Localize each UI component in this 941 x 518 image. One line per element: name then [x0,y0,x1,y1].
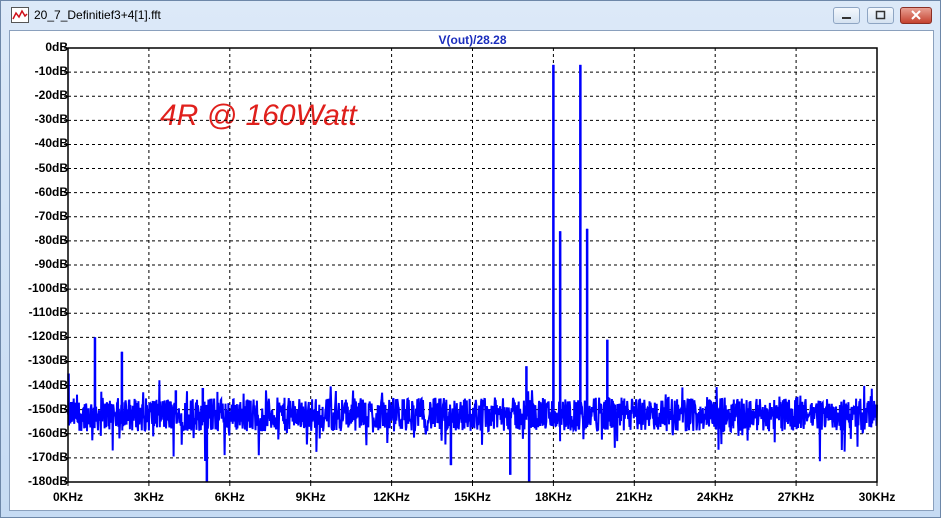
x-tick-label: 21KHz [615,490,653,504]
y-tick-label: -110dB [28,305,68,320]
maximize-button[interactable] [867,7,894,24]
y-tick-label: -180dB [27,474,68,488]
y-tick-label: -160dB [27,425,68,440]
x-tick-label: 15KHz [454,490,491,504]
y-tick-label: -90dB [34,257,68,271]
y-tick-label: -120dB [27,329,68,344]
x-tick-label: 24KHz [696,490,734,504]
y-tick-label: -170dB [27,449,68,464]
x-tick-label: 30KHz [858,490,896,504]
y-tick-label: -150dB [27,401,68,416]
x-tick-label: 9KHz [295,490,326,504]
x-tick-label: 18KHz [535,490,572,504]
x-tick-label: 3KHz [133,490,164,504]
y-tick-label: -70dB [34,208,68,223]
y-tick-label: 0dB [45,40,68,54]
fft-plot [64,47,878,486]
plot-frame [67,47,878,483]
close-button[interactable] [900,7,932,24]
spectrum-trace [67,64,878,483]
y-tick-label: -100dB [27,281,68,296]
y-tick-label: -50dB [34,160,68,175]
title-bar[interactable]: 20_7_Definitief3+4[1].fft [1,1,940,29]
x-tick-label: 6KHz [214,490,245,504]
y-tick-label: -40dB [34,136,68,151]
y-tick-label: -10dB [34,64,68,79]
y-tick-label: -60dB [34,184,68,199]
x-tick-label: 0KHz [52,490,83,504]
y-tick-label: -30dB [34,112,68,127]
window-title: 20_7_Definitief3+4[1].fft [34,8,161,22]
x-tick-label: 27KHz [777,490,815,504]
y-tick-label: -130dB [27,353,68,368]
chart-title: V(out)/28.28 [438,33,507,47]
close-icon [911,10,921,20]
y-tick-label: -140dB [27,377,68,392]
maximize-icon [875,10,886,20]
chart-annotation: 4R @ 160Watt [160,99,357,132]
plot-pane[interactable]: V(out)/28.28 4R @ 160Watt 0dB -10dB -20dB -… [9,30,934,511]
minimize-button[interactable] [833,7,860,24]
x-tick-label: 12KHz [373,490,410,504]
waveform-icon [11,7,29,23]
minimize-icon [842,17,851,19]
y-tick-label: -20dB [34,88,68,103]
y-tick-label: -80dB [34,232,68,247]
